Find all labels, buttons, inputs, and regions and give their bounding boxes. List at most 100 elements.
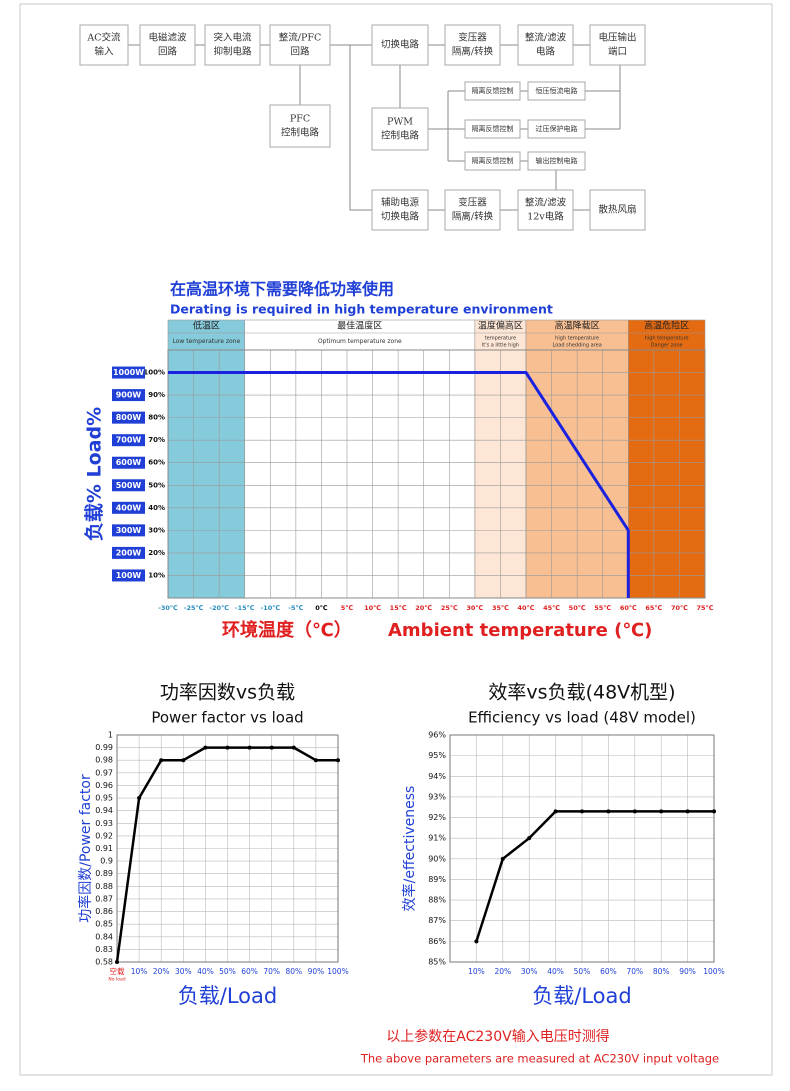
x-tick-label: 25℃ bbox=[441, 604, 458, 612]
series-point bbox=[159, 758, 164, 763]
x-tick-label: 50% bbox=[574, 967, 591, 976]
series-point bbox=[291, 745, 296, 750]
footer-zh: 以上参数在AC230V输入电压时测得 bbox=[386, 1028, 609, 1045]
y-tick-label: 20% bbox=[148, 549, 165, 557]
node-label: 端口 bbox=[608, 46, 627, 58]
node-label: 整流/滤波 bbox=[525, 32, 567, 44]
series-point bbox=[474, 939, 479, 944]
chart-title: 在高温环境下需要降低功率使用 bbox=[170, 280, 394, 299]
diagram-node bbox=[139, 24, 196, 66]
page-border bbox=[19, 3, 773, 1076]
node-label: 整流/滤波 bbox=[525, 197, 567, 209]
y-tick-label: 50% bbox=[148, 481, 165, 489]
y-tick-label: 88% bbox=[428, 896, 446, 905]
zone-note: Danger zone bbox=[651, 343, 683, 349]
x-tick-label: -25℃ bbox=[184, 604, 204, 612]
x-tick-label: 40% bbox=[197, 967, 214, 976]
node-label: 隔离/转换 bbox=[452, 46, 494, 58]
zone-name: 最佳温度区 bbox=[337, 320, 382, 332]
x-tick-label: -20℃ bbox=[209, 604, 229, 612]
diagram-node bbox=[589, 24, 646, 66]
x-tick-label: 0℃ bbox=[315, 604, 328, 612]
y-tick-label: 0.83 bbox=[95, 945, 113, 954]
y-tick-label: 93% bbox=[428, 792, 446, 801]
x-tick-label: 60% bbox=[241, 967, 258, 976]
power-label: 200W bbox=[116, 548, 142, 557]
series-point bbox=[181, 758, 186, 763]
node-label: 输入 bbox=[94, 46, 114, 58]
zone-note: temperature bbox=[485, 336, 516, 342]
node-label: 切换电路 bbox=[381, 39, 420, 51]
diagram-node bbox=[269, 24, 331, 66]
node-label: 切换电路 bbox=[381, 211, 420, 223]
x-tick-label: 45℃ bbox=[543, 604, 560, 612]
zone-note: high temperature bbox=[645, 336, 689, 342]
node-label: PWM bbox=[387, 117, 413, 128]
series-point bbox=[606, 809, 611, 814]
y-axis-label: 负载% Load% bbox=[83, 407, 106, 541]
x-tick-label: 90% bbox=[679, 967, 696, 976]
node-label: 电磁滤波 bbox=[148, 32, 187, 44]
x-tick-label: 70% bbox=[263, 967, 280, 976]
x-tick-label: 空载 bbox=[110, 966, 125, 976]
power-label: 400W bbox=[116, 503, 142, 512]
power-label-box bbox=[112, 524, 145, 537]
x-tick-label: 90% bbox=[308, 967, 325, 976]
power-label: 300W bbox=[116, 526, 142, 535]
power-label-box bbox=[112, 569, 145, 582]
diagram-node bbox=[371, 107, 429, 151]
diagram-node bbox=[444, 24, 501, 66]
y-tick-label: 85% bbox=[428, 958, 446, 967]
zone-name: 高温危险区 bbox=[644, 320, 689, 332]
power-label: 500W bbox=[116, 481, 142, 490]
series-point bbox=[500, 856, 505, 861]
x-axis-label: 环境温度（℃） bbox=[222, 619, 352, 641]
diagram-node bbox=[527, 81, 586, 101]
diagram-connectors bbox=[128, 44, 621, 211]
series-point bbox=[659, 809, 664, 814]
y-axis-label: 功率因数/Power factor bbox=[77, 774, 94, 923]
power-label-box bbox=[112, 366, 145, 379]
x-axis-label: 负载/Load bbox=[178, 984, 277, 1008]
x-tick-label: 65℃ bbox=[645, 604, 662, 612]
x-tick-label: 70℃ bbox=[671, 604, 688, 612]
diagram-node bbox=[464, 119, 521, 139]
power-label-box bbox=[112, 546, 145, 559]
x-tick-label: 20℃ bbox=[415, 604, 432, 612]
x-tick-label: 5℃ bbox=[341, 604, 354, 612]
zone-name: 低温区 bbox=[193, 320, 220, 332]
x-tick-label: 50℃ bbox=[569, 604, 586, 612]
y-tick-label: 94% bbox=[428, 772, 446, 781]
x-tick-label: 100% bbox=[327, 967, 348, 976]
node-label: 过压保护电路 bbox=[536, 124, 578, 133]
y-tick-label: 0.98 bbox=[95, 756, 113, 765]
y-tick-label: 100% bbox=[143, 369, 165, 377]
x-tick-label: 10% bbox=[131, 967, 148, 976]
x-tick-label: 30% bbox=[175, 967, 192, 976]
diagram-node bbox=[517, 24, 574, 66]
y-tick-label: 0.84 bbox=[95, 932, 113, 941]
diagram-node bbox=[204, 24, 261, 66]
zone-note: It's a little high bbox=[482, 343, 519, 349]
power-label-box bbox=[112, 479, 145, 492]
y-tick-label: 40% bbox=[148, 504, 165, 512]
node-label: 隔离反馈控制 bbox=[472, 124, 514, 133]
series-line bbox=[168, 371, 630, 598]
x-tick-label: 80% bbox=[653, 967, 670, 976]
y-tick-label: 0.95 bbox=[95, 794, 113, 803]
power-label: 700W bbox=[116, 436, 142, 445]
x-tick-label: 30% bbox=[521, 967, 538, 976]
power-label-box bbox=[112, 389, 145, 402]
plot-border bbox=[167, 349, 706, 599]
x-axis-label: 负载/Load bbox=[532, 984, 631, 1008]
x-tick-label: 20% bbox=[494, 967, 511, 976]
y-tick-label: 92% bbox=[428, 813, 446, 822]
x-tick-label: 55℃ bbox=[594, 604, 611, 612]
zone-name: 高温降载区 bbox=[555, 320, 600, 332]
y-tick-label: 60% bbox=[148, 459, 165, 467]
node-label: 恒压恒流电路 bbox=[536, 86, 578, 95]
node-label: 控制电路 bbox=[381, 130, 420, 142]
zone-name: 温度偏高区 bbox=[478, 320, 523, 332]
y-tick-label: 0.9 bbox=[100, 857, 113, 866]
